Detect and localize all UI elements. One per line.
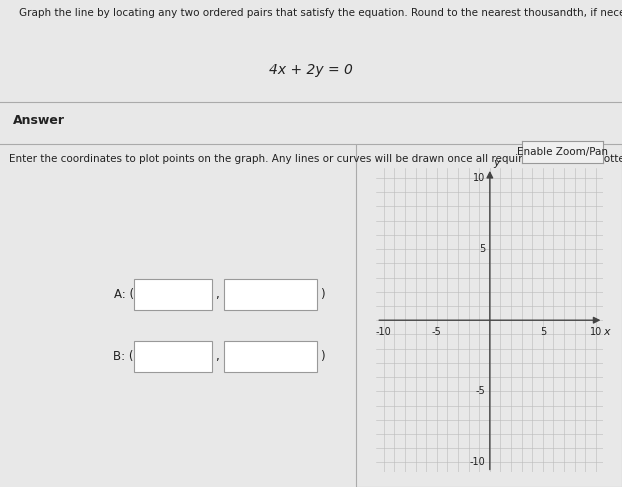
- Text: B: (: B: (: [113, 350, 134, 363]
- FancyBboxPatch shape: [134, 341, 213, 372]
- FancyBboxPatch shape: [224, 279, 317, 310]
- Text: Enable Zoom/Pan: Enable Zoom/Pan: [518, 147, 608, 157]
- Text: -5: -5: [476, 386, 486, 396]
- Text: Answer: Answer: [12, 114, 65, 127]
- Text: x: x: [603, 327, 610, 337]
- Text: -5: -5: [432, 327, 442, 337]
- Text: 5: 5: [480, 244, 486, 254]
- FancyBboxPatch shape: [224, 341, 317, 372]
- Text: Graph the line by locating any two ordered pairs that satisfy the equation. Roun: Graph the line by locating any two order…: [19, 8, 622, 18]
- Text: ): ): [320, 350, 324, 363]
- Text: y: y: [493, 158, 500, 168]
- Text: 10: 10: [590, 327, 602, 337]
- Text: A: (: A: (: [114, 288, 134, 301]
- Text: -10: -10: [376, 327, 392, 337]
- Text: 4x + 2y = 0: 4x + 2y = 0: [269, 62, 353, 76]
- Text: ): ): [320, 288, 324, 301]
- Text: -10: -10: [470, 457, 486, 468]
- Text: 10: 10: [473, 173, 486, 183]
- FancyBboxPatch shape: [134, 279, 213, 310]
- Text: ,: ,: [215, 288, 220, 301]
- Text: Enter the coordinates to plot points on the graph. Any lines or curves will be d: Enter the coordinates to plot points on …: [9, 154, 622, 164]
- Text: ,: ,: [215, 350, 220, 363]
- Text: 5: 5: [540, 327, 546, 337]
- Bar: [356, 144, 622, 487]
